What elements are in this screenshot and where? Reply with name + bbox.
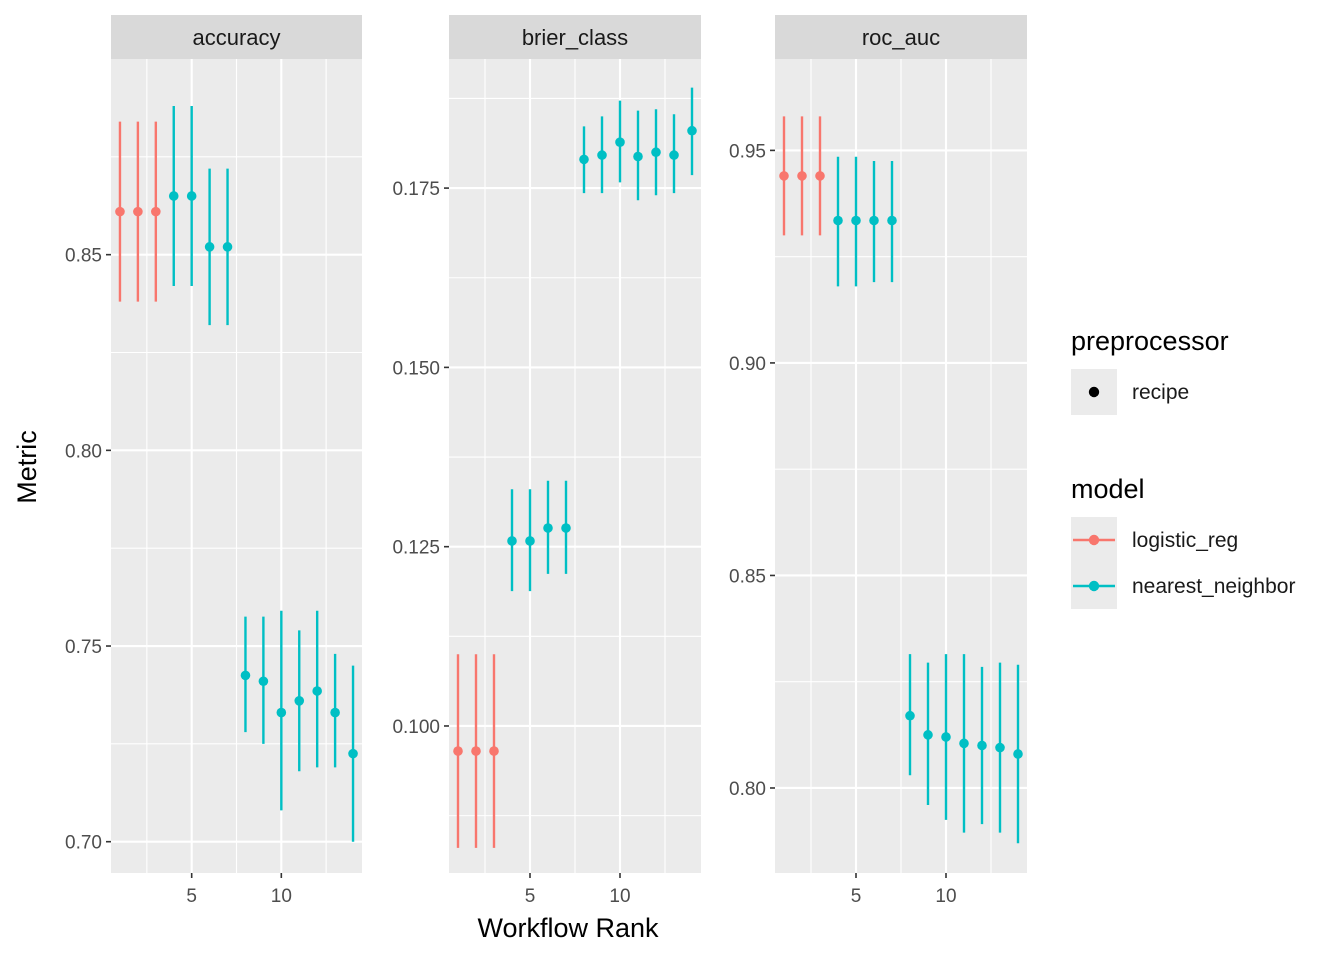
gridlines <box>111 59 362 873</box>
strip-label-roc-auc: roc_auc <box>862 25 940 50</box>
data-point <box>276 707 287 718</box>
data-point <box>779 171 789 181</box>
y-tick-label: 0.80 <box>729 779 766 800</box>
data-point <box>543 523 553 533</box>
legend-point-logistic-reg <box>1088 534 1100 546</box>
x-tick-label: 5 <box>186 886 197 907</box>
strip-accuracy <box>111 15 362 59</box>
legend-point-nearest-neighbor <box>1088 580 1100 592</box>
data-point <box>294 696 305 706</box>
panel-brier-class: brier_class 0.100 0.125 0.150 0.175 5 10 <box>392 15 701 907</box>
data-point <box>133 206 143 217</box>
y-tick-label: 0.80 <box>65 441 102 462</box>
x-tick-label: 5 <box>525 886 536 907</box>
data-point <box>151 206 161 217</box>
gridlines <box>449 59 701 873</box>
x-tick-label: 10 <box>935 886 956 907</box>
data-point <box>507 536 517 546</box>
y-tick-label: 0.175 <box>392 179 440 200</box>
data-point <box>525 536 535 546</box>
data-point <box>815 171 825 181</box>
x-tick-label: 10 <box>609 886 630 907</box>
y-tick-label: 0.90 <box>729 354 766 375</box>
facet-panels: accuracy 0.70 0.75 0.80 0.85 5 10 brier_class 0.… <box>65 15 1027 907</box>
data-point <box>615 137 625 147</box>
y-tick-label: 0.85 <box>729 566 766 587</box>
data-point <box>633 151 643 162</box>
data-point <box>240 670 251 681</box>
legend-item-logistic-reg: logistic_reg <box>1071 517 1238 563</box>
data-point <box>833 215 843 226</box>
data-point <box>168 191 179 201</box>
data-point <box>995 742 1005 753</box>
y-tick-label: 0.75 <box>65 637 102 658</box>
data-point <box>597 150 607 160</box>
x-tick-label: 5 <box>851 886 862 907</box>
y-tick-label: 0.150 <box>392 358 440 379</box>
data-point <box>977 740 987 751</box>
legend-label-nearest-neighbor: nearest_neighbor <box>1132 575 1295 598</box>
data-point <box>186 191 197 201</box>
x-axis-title: Workflow Rank <box>477 913 659 943</box>
data-point <box>669 150 679 160</box>
y-axis-title: Metric <box>12 430 42 504</box>
data-point <box>222 242 233 252</box>
data-point <box>330 707 340 718</box>
data-point <box>905 710 915 721</box>
legend: preprocessor recipe model logistic_reg n… <box>1071 326 1295 609</box>
x-tick-label: 10 <box>271 886 292 907</box>
y-tick-label: 0.70 <box>65 833 102 854</box>
panel-roc-auc: roc_auc 0.80 0.85 0.90 0.95 5 10 <box>729 15 1027 907</box>
data-point <box>651 147 661 158</box>
legend-item-recipe: recipe <box>1071 369 1189 415</box>
legend-label-recipe: recipe <box>1132 381 1189 404</box>
strip-label-accuracy: accuracy <box>192 25 280 50</box>
data-point <box>923 730 933 740</box>
strip-label-brier-class: brier_class <box>522 25 628 50</box>
legend-point-recipe <box>1088 386 1100 398</box>
data-point <box>453 746 463 756</box>
y-tick-label: 0.125 <box>392 538 440 559</box>
data-point <box>561 523 571 533</box>
panel-accuracy: accuracy 0.70 0.75 0.80 0.85 5 10 <box>65 15 362 907</box>
legend-title-model: model <box>1071 474 1145 504</box>
data-point <box>348 748 358 759</box>
data-point <box>471 746 481 756</box>
data-point <box>887 215 897 226</box>
legend-item-nearest-neighbor: nearest_neighbor <box>1071 563 1295 609</box>
strip-roc-auc <box>775 15 1027 59</box>
data-point <box>959 738 969 749</box>
strip-brier-class <box>449 15 701 59</box>
data-point <box>869 215 879 226</box>
legend-title-preprocessor: preprocessor <box>1071 326 1229 356</box>
data-point <box>851 215 861 226</box>
data-point <box>204 242 215 252</box>
data-point <box>115 206 125 217</box>
data-point <box>258 676 269 687</box>
data-point <box>1013 749 1023 759</box>
data-point <box>687 125 697 136</box>
y-tick-label: 0.85 <box>65 246 102 267</box>
data-point <box>489 746 499 756</box>
y-tick-label: 0.95 <box>729 141 766 162</box>
data-point <box>579 154 589 165</box>
y-tick-label: 0.100 <box>392 717 440 738</box>
data-point <box>797 171 807 181</box>
data-point <box>312 686 322 696</box>
data-point <box>941 732 951 742</box>
legend-label-logistic-reg: logistic_reg <box>1132 529 1238 552</box>
